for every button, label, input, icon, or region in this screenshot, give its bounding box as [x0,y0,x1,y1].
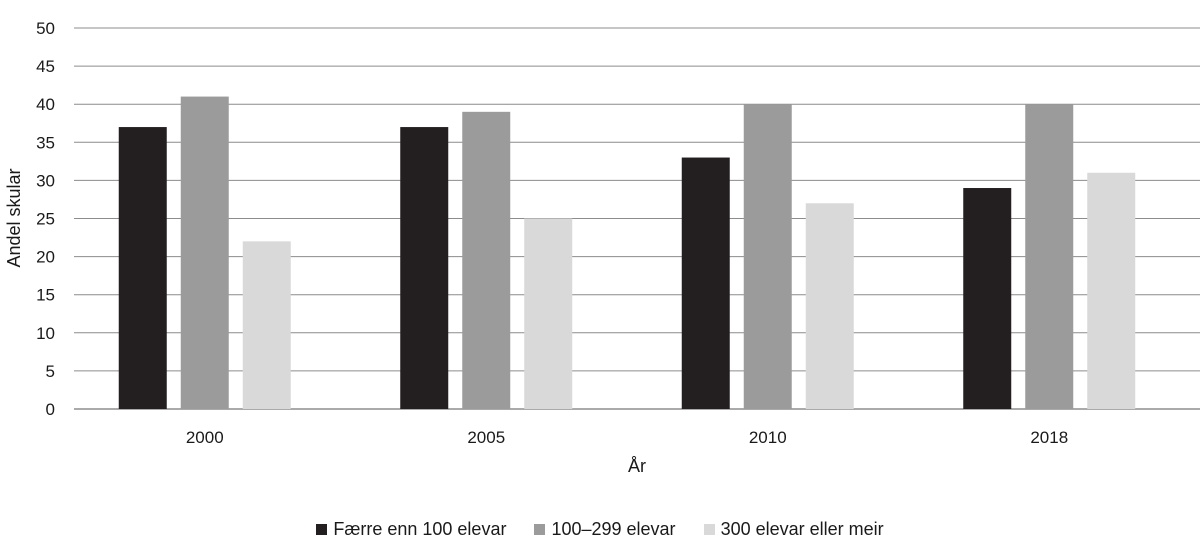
y-tick-label: 30 [36,171,55,190]
legend-item: 300 elevar eller meir [703,519,884,540]
y-axis-label: Andel skular [4,168,24,267]
bar [118,127,167,409]
legend-swatch [534,524,546,535]
y-tick-label: 5 [46,362,55,381]
legend-swatch [703,524,715,535]
legend-label: 300 elevar eller meir [720,519,884,539]
bars [118,96,1136,409]
bar [462,111,511,409]
y-tick-label: 15 [36,286,55,305]
bar [180,96,229,409]
bar [1087,172,1136,409]
y-tick-label: 35 [36,133,55,152]
x-tick-labels: 2000 2005 2010 2018 [186,428,1068,447]
bar [743,104,792,409]
bar [1025,104,1074,409]
bar-chart: 0 5 10 15 20 25 30 35 40 45 50 2000 2005 2010 2018 An… [4,19,1200,476]
bar [400,127,449,409]
legend: Færre enn 100 elevar 100–299 elevar 300 el… [0,519,1200,540]
x-tick-label: 2005 [467,428,505,447]
legend-swatch [316,524,328,535]
y-tick-label: 10 [36,324,55,343]
legend-item: Færre enn 100 elevar [316,519,506,540]
bar [681,157,730,409]
x-tick-label: 2000 [186,428,224,447]
x-tick-label: 2010 [749,428,787,447]
legend-label: 100–299 elevar [551,519,676,539]
bar [805,203,854,409]
y-tick-label: 20 [36,248,55,267]
y-tick-label: 50 [36,19,55,38]
x-tick-label: 2018 [1030,428,1068,447]
bar [242,241,291,409]
y-tick-label: 25 [36,210,55,229]
bar [963,188,1012,409]
bar [524,218,573,409]
x-axis-label: År [628,456,646,476]
legend-item: 100–299 elevar [534,519,676,540]
legend-label: Færre enn 100 elevar [333,519,507,539]
y-tick-labels: 0 5 10 15 20 25 30 35 40 45 50 [36,19,55,419]
y-tick-label: 0 [46,400,55,419]
y-tick-label: 40 [36,95,55,114]
y-tick-label: 45 [36,57,55,76]
